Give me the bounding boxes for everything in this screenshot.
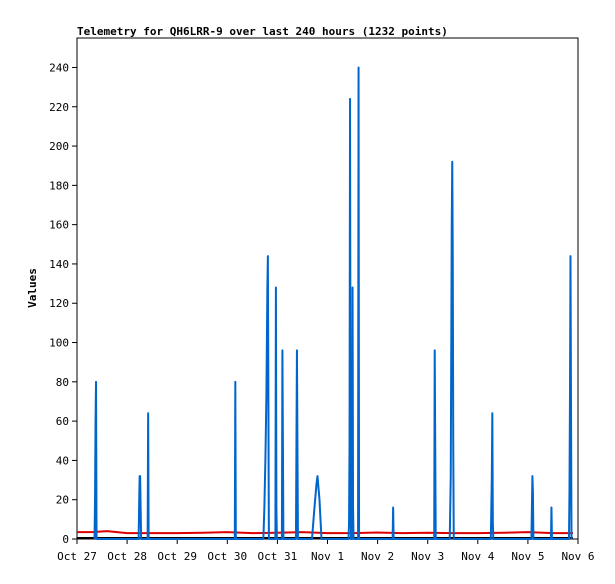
x-tick-label: Nov 6: [561, 550, 594, 563]
y-tick-label: 100: [49, 337, 69, 350]
series-layer: [77, 66, 573, 540]
y-tick-label: 180: [49, 179, 69, 192]
x-tick-label: Oct 28: [107, 550, 147, 563]
chart-title: Telemetry for QH6LRR-9 over last 240 hou…: [77, 25, 448, 38]
x-tick-label: Oct 27: [57, 550, 97, 563]
x-tick-label: Oct 29: [157, 550, 197, 563]
series-line-1: [93, 66, 573, 540]
x-axis: Oct 27 Oct 28 Oct 29 Oct 30 Oct 31 Nov 1 Nov 2…: [57, 539, 595, 563]
x-tick-label: Nov 1: [311, 550, 344, 563]
x-tick-label: Oct 31: [258, 550, 298, 563]
y-axis-label: Values: [26, 268, 39, 308]
series-line-2: [77, 530, 573, 535]
y-tick-label: 200: [49, 140, 69, 153]
x-tick-label: Nov 3: [411, 550, 444, 563]
y-tick-label: 160: [49, 219, 69, 232]
y-tick-label: 240: [49, 61, 69, 74]
y-tick-label: 80: [56, 376, 69, 389]
plot-area: [76, 37, 579, 540]
x-tick-label: Nov 2: [361, 550, 394, 563]
y-tick-label: 140: [49, 258, 69, 271]
y-tick-label: 0: [62, 533, 69, 546]
y-tick-label: 20: [56, 494, 69, 507]
y-tick-label: 60: [56, 415, 69, 428]
y-tick-label: 40: [56, 454, 69, 467]
y-axis: 0 20 40 60 80 100 120 140 160 180 200 220 240: [49, 61, 77, 546]
y-tick-label: 220: [49, 101, 69, 114]
x-tick-label: Oct 30: [207, 550, 247, 563]
x-tick-label: Nov 4: [461, 550, 494, 563]
x-tick-label: Nov 5: [511, 550, 544, 563]
y-tick-label: 120: [49, 297, 69, 310]
